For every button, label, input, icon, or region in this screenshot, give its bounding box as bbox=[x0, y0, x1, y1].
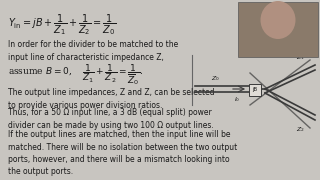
Text: If the output lines are matched, then the input line will be
matched. There will: If the output lines are matched, then th… bbox=[8, 130, 237, 177]
Bar bbox=[249, 84, 261, 96]
Text: $Y_{\rm in} = jB + \dfrac{1}{Z_1} + \dfrac{1}{Z_2} = \dfrac{1}{Z_0}$: $Y_{\rm in} = jB + \dfrac{1}{Z_1} + \dfr… bbox=[8, 12, 116, 37]
Text: $I_0$: $I_0$ bbox=[234, 95, 240, 104]
Text: $Z_2$: $Z_2$ bbox=[296, 125, 305, 134]
Text: $Z_1$: $Z_1$ bbox=[296, 53, 305, 62]
Text: assume $B = 0$,    $\dfrac{1}{Z_1} + \dfrac{1}{Z_2} = \dfrac{1}{\overline{Z}_0}$: assume $B = 0$, $\dfrac{1}{Z_1} + \dfrac… bbox=[8, 62, 143, 87]
Bar bbox=[238, 2, 318, 57]
Ellipse shape bbox=[260, 1, 295, 39]
Text: The output line impedances, Z and Z, can be selected
to provide various power di: The output line impedances, Z and Z, can… bbox=[8, 88, 215, 109]
Text: jB: jB bbox=[252, 87, 258, 93]
Text: $Z_0$: $Z_0$ bbox=[211, 74, 220, 83]
Text: In order for the divider to be matched to the
input line of characteristic imped: In order for the divider to be matched t… bbox=[8, 40, 178, 62]
Text: Thus, for a 50 Ω input line, a 3 dB (equal split) power
divider can be made by u: Thus, for a 50 Ω input line, a 3 dB (equ… bbox=[8, 108, 214, 129]
